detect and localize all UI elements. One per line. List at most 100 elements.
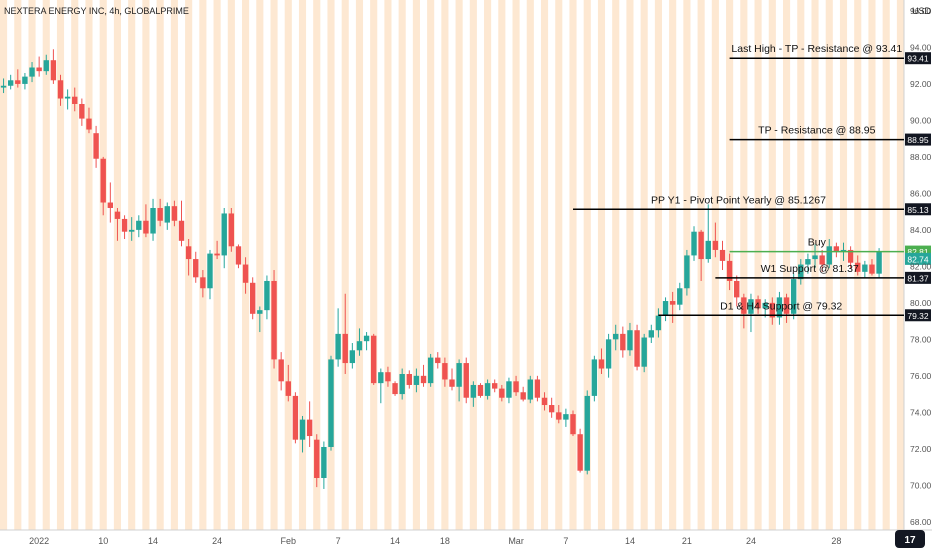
candle-body [114,211,121,219]
candle-body [790,279,797,314]
price-tag-label: 82.81 [907,247,929,257]
candle-body [249,282,256,314]
session-band [14,0,22,530]
price-tag [905,52,931,65]
price-tag [905,203,931,216]
candle-body [257,310,263,314]
y-tick-label: 94.00 [910,42,932,52]
session-band [669,0,677,530]
candle-body [641,337,647,367]
candle-body [776,297,783,318]
session-band [199,0,207,530]
x-tick-label: 24 [212,536,222,546]
candle-body [513,381,519,393]
y-tick-label: 70.00 [910,480,932,490]
candle-body [719,249,726,261]
candle-body [819,255,825,265]
candle-body [292,395,299,440]
candle-body [591,359,598,396]
level-label: W1 Support @ 81.37 [761,263,859,275]
session-band [412,0,420,530]
candle-body [584,395,590,471]
candle-body [157,207,163,221]
x-tick-label: 14 [625,536,635,546]
session-band [0,0,8,530]
candle-body [484,383,491,396]
candle-body [399,374,405,395]
x-tick-label: 10 [98,536,108,546]
candle-body [15,80,21,84]
price-tag [905,271,931,284]
candle-body [306,419,313,437]
session-band [313,0,321,530]
tradingview-logo-icon[interactable]: 17 [895,530,925,548]
candle-body [620,333,626,351]
candle-body [442,363,448,380]
candle-body [634,330,640,367]
session-band [455,0,463,530]
candle-body [855,262,861,272]
session-band [782,0,791,530]
session-band [142,0,150,530]
candle-body [378,372,384,384]
session-band [355,0,364,530]
session-band [711,0,719,530]
candle-body [0,85,7,88]
candle-body [7,80,14,86]
candle-body [712,240,719,250]
price-axis: 68.00 70.00 72.00 74.00 76.00 78.00 80.00 82.00… [910,6,932,527]
candle-body [520,392,526,400]
level-label: D1 & H4 Support @ 79.32 [720,300,842,312]
session-band [156,0,164,530]
session-band [469,0,477,530]
session-band [384,0,392,530]
x-tick-label: 28 [831,536,841,546]
candle-body [748,299,754,314]
session-band [284,0,292,530]
x-tick-label: 18 [440,536,450,546]
session-band [740,0,748,530]
candle-body [684,255,690,289]
candle-body [100,158,106,203]
session-band [626,0,634,530]
candle-body [677,288,683,305]
session-band [839,0,848,530]
candle-body [43,60,49,72]
session-band [427,0,435,530]
candle-body [93,133,99,159]
candle-body [826,246,832,265]
candle-body [128,229,135,232]
candle-body [299,419,306,440]
session-band [498,0,506,530]
candle-body [669,301,676,305]
level-label: Buy [808,237,827,249]
candle-body [783,297,790,314]
level-label: Last High - TP - Resistance @ 93.41 [731,43,902,55]
candle-body [556,412,562,420]
candle-body [691,231,697,256]
session-band [56,0,65,530]
session-band [882,0,890,530]
candle-body [342,333,348,364]
session-band [654,0,662,530]
candle-body [698,231,704,260]
session-band [526,0,534,530]
candle-body [86,118,92,130]
time-axis: 2022 10 14 24 Feb 7 14 18 Mar 7 14 21 24 28 [0,529,932,546]
session-band [327,0,335,530]
chart-title: NEXTERA ENERGY INC, 4h, GLOBALPRIME [4,6,189,16]
candle-body [755,299,761,309]
currency-label: USD [912,6,932,16]
session-band [768,0,776,530]
candle-body [214,253,220,256]
x-tick-label: Mar [508,536,524,546]
candle-body [869,264,875,274]
candle-body [385,372,391,382]
y-tick-label: 76.00 [910,371,932,381]
session-band [441,0,449,530]
candle-body [847,249,854,263]
candle-body [164,206,170,223]
session-band [113,0,122,530]
y-tick-label: 72.00 [910,444,932,454]
